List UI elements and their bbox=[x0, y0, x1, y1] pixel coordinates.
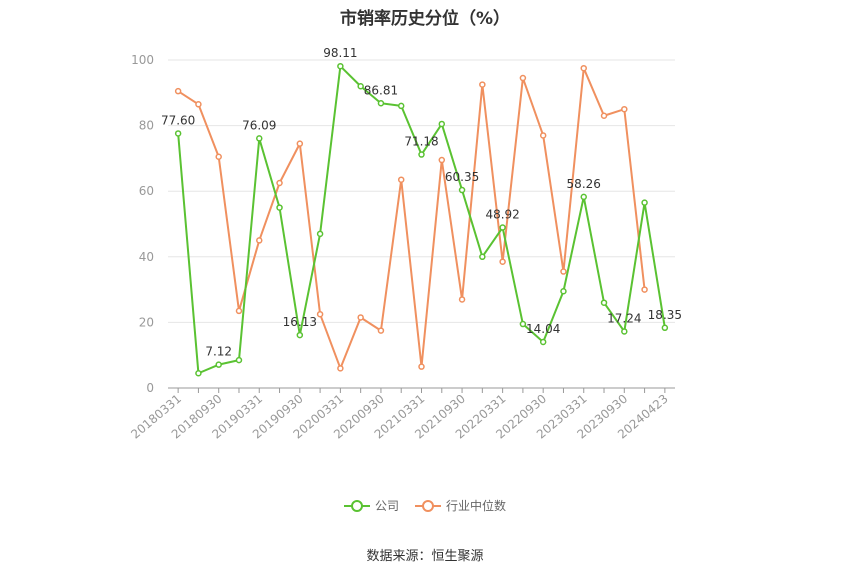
legend-label: 公司 bbox=[374, 499, 399, 513]
company-point bbox=[560, 287, 567, 295]
legend-item-industry-median[interactable]: 行业中位数 bbox=[415, 497, 506, 514]
y-tick-label: 100 bbox=[131, 53, 154, 67]
industry-median-point bbox=[418, 363, 425, 370]
industry-median-point bbox=[377, 327, 385, 334]
series-lines bbox=[174, 62, 669, 377]
industry-median-line bbox=[177, 67, 646, 370]
data-labels: 77.60 7.12 76.09 16.13 98.11 86.81 71.18 60.35 4… bbox=[161, 46, 682, 358]
data-label: 98.11 bbox=[323, 46, 357, 60]
company-point bbox=[397, 102, 405, 110]
industry-median-point bbox=[560, 268, 567, 275]
company-line bbox=[177, 65, 666, 375]
company-point bbox=[458, 186, 466, 194]
company-point bbox=[539, 338, 547, 346]
y-tick-label: 40 bbox=[139, 250, 154, 264]
y-tick-label: 20 bbox=[139, 315, 154, 329]
legend-item-company[interactable]: 公司 bbox=[343, 497, 399, 514]
grid-lines bbox=[168, 59, 675, 323]
industry-median-point bbox=[580, 64, 587, 72]
data-label: 7.12 bbox=[205, 345, 232, 359]
company-point bbox=[641, 199, 648, 206]
data-label: 16.13 bbox=[283, 315, 317, 329]
company-point bbox=[316, 230, 324, 238]
company-point bbox=[276, 204, 283, 211]
data-label: 77.60 bbox=[161, 113, 195, 127]
y-tick-label: 80 bbox=[139, 119, 154, 133]
data-label: 18.35 bbox=[648, 308, 682, 322]
company-point bbox=[600, 299, 608, 306]
company-point bbox=[438, 120, 446, 128]
company-point bbox=[296, 331, 304, 339]
industry-median-point bbox=[458, 296, 466, 303]
data-label: 60.35 bbox=[445, 170, 479, 184]
industry-median-point bbox=[215, 153, 222, 161]
industry-median-point bbox=[337, 365, 344, 372]
y-tick-label: 0 bbox=[146, 381, 154, 395]
industry-median-point bbox=[195, 101, 202, 108]
company-point bbox=[499, 224, 506, 231]
company-point bbox=[418, 151, 425, 158]
y-tick-label: 60 bbox=[139, 184, 154, 198]
company-point bbox=[195, 369, 202, 377]
data-label: 17.24 bbox=[607, 311, 641, 325]
industry-median-point bbox=[276, 179, 283, 187]
company-point bbox=[621, 328, 628, 335]
industry-median-point bbox=[519, 74, 527, 82]
data-label: 58.26 bbox=[567, 177, 601, 191]
data-label: 86.81 bbox=[364, 83, 398, 97]
company-point bbox=[235, 356, 243, 364]
company-point bbox=[337, 62, 344, 70]
legend-marker-icon bbox=[343, 499, 370, 513]
legend: 公司 行业中位数 bbox=[0, 497, 850, 516]
chart-title: 市销率历史分位（%） bbox=[339, 9, 511, 29]
industry-median-point bbox=[357, 314, 364, 321]
industry-median-point bbox=[438, 156, 446, 164]
industry-median-point bbox=[174, 87, 182, 95]
industry-median-point bbox=[316, 310, 324, 318]
company-point bbox=[519, 320, 527, 328]
industry-median-point bbox=[479, 81, 486, 88]
industry-median-point bbox=[296, 140, 304, 147]
industry-median-point bbox=[256, 237, 263, 244]
company-point bbox=[580, 193, 587, 201]
company-point bbox=[256, 135, 263, 142]
source-note: 数据来源：恒生聚源 bbox=[366, 549, 484, 564]
data-label: 76.09 bbox=[242, 118, 276, 132]
industry-median-point bbox=[641, 286, 648, 293]
data-label: 14.04 bbox=[526, 322, 560, 336]
industry-median-point bbox=[235, 307, 243, 315]
company-point bbox=[479, 253, 486, 261]
industry-median-point bbox=[621, 105, 628, 113]
company-point bbox=[215, 361, 222, 368]
company-point bbox=[357, 82, 364, 90]
industry-median-point bbox=[539, 132, 547, 139]
data-label: 71.18 bbox=[404, 135, 438, 149]
data-label: 48.92 bbox=[485, 208, 519, 222]
company-point bbox=[174, 130, 182, 137]
legend-label: 行业中位数 bbox=[446, 499, 507, 513]
company-point bbox=[377, 100, 385, 107]
industry-median-point bbox=[499, 258, 506, 265]
industry-median-point bbox=[397, 176, 405, 183]
industry-median-point bbox=[600, 112, 608, 120]
company-point bbox=[661, 324, 669, 332]
legend-marker-icon bbox=[415, 499, 441, 513]
